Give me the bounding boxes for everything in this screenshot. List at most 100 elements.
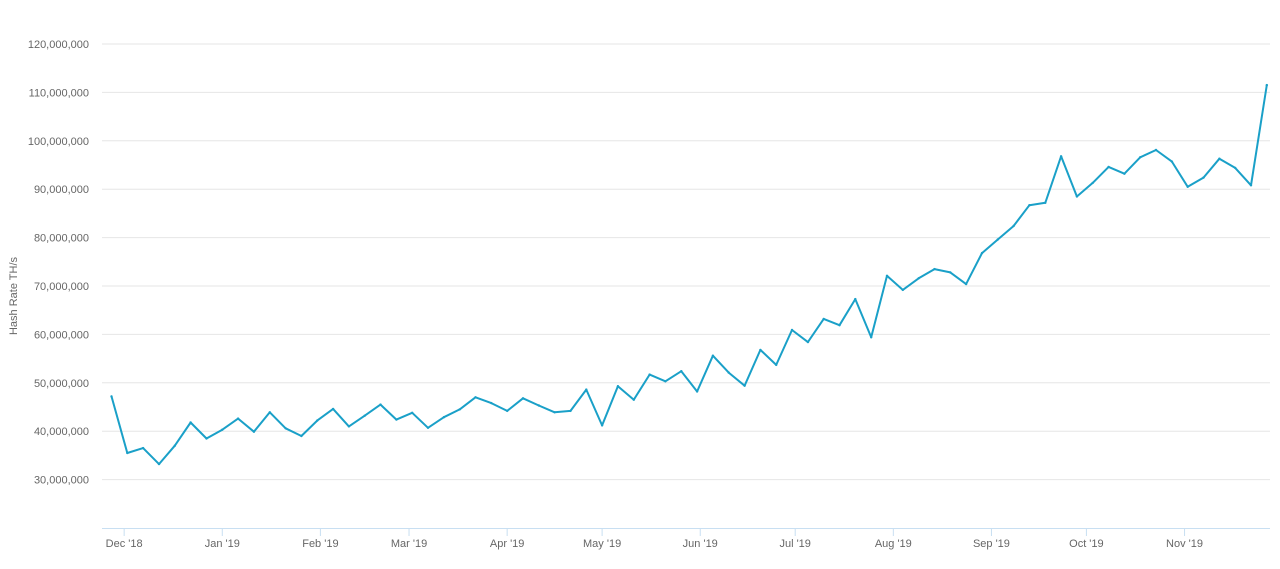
- data-point[interactable]: [1091, 181, 1094, 185]
- x-tick-label: Jan '19: [205, 538, 240, 550]
- data-point[interactable]: [300, 434, 303, 438]
- data-point[interactable]: [506, 409, 509, 413]
- x-tick-label: May '19: [583, 538, 621, 550]
- data-point[interactable]: [411, 411, 414, 414]
- data-point[interactable]: [822, 317, 825, 321]
- data-point[interactable]: [157, 462, 161, 466]
- data-point[interactable]: [363, 414, 366, 417]
- data-point[interactable]: [980, 251, 984, 255]
- data-point[interactable]: [347, 425, 351, 428]
- data-point[interactable]: [1123, 172, 1126, 175]
- data-point[interactable]: [1044, 201, 1047, 204]
- data-point[interactable]: [695, 390, 699, 393]
- data-point[interactable]: [790, 328, 794, 332]
- data-point[interactable]: [126, 451, 129, 455]
- grid-lines: [102, 43, 1270, 481]
- x-tick-label: Oct '19: [1069, 538, 1104, 550]
- data-point[interactable]: [379, 403, 382, 406]
- y-tick-label: 50,000,000: [34, 378, 89, 390]
- x-tick-label: Nov '19: [1166, 538, 1203, 550]
- x-tick-label: Feb '19: [302, 538, 338, 550]
- data-point[interactable]: [426, 426, 430, 429]
- data-point[interactable]: [458, 408, 461, 411]
- data-point[interactable]: [395, 418, 398, 421]
- series-line: [110, 84, 1268, 466]
- data-point[interactable]: [1028, 204, 1031, 207]
- data-point[interactable]: [838, 324, 841, 327]
- x-tick-label: Jul '19: [779, 538, 810, 550]
- data-point[interactable]: [775, 363, 778, 367]
- data-point[interactable]: [1059, 155, 1063, 158]
- y-tick-label: 80,000,000: [34, 233, 89, 245]
- data-point[interactable]: [600, 424, 604, 427]
- x-tick-label: Dec '18: [106, 538, 143, 550]
- data-point[interactable]: [173, 444, 176, 447]
- data-point[interactable]: [221, 428, 224, 431]
- data-point[interactable]: [537, 404, 540, 407]
- data-point[interactable]: [521, 397, 525, 400]
- x-tick-label: Apr '19: [490, 538, 525, 550]
- data-point[interactable]: [759, 348, 762, 352]
- data-point[interactable]: [917, 277, 920, 280]
- data-point[interactable]: [1249, 184, 1253, 187]
- x-axis-ticks: Dec '18 Jan '19 Feb '19 Mar '19 Apr '19 May '…: [106, 528, 1203, 550]
- data-point[interactable]: [1012, 224, 1015, 228]
- data-point[interactable]: [648, 373, 651, 376]
- data-point[interactable]: [1265, 83, 1269, 87]
- data-point[interactable]: [316, 419, 319, 422]
- data-point[interactable]: [1107, 165, 1110, 169]
- data-point[interactable]: [236, 417, 240, 420]
- data-point[interactable]: [1075, 195, 1079, 198]
- data-point[interactable]: [885, 274, 889, 277]
- data-point[interactable]: [189, 421, 192, 424]
- data-point[interactable]: [1154, 148, 1158, 152]
- series-layer: [110, 83, 1269, 466]
- y-tick-label: 70,000,000: [34, 281, 89, 293]
- data-point[interactable]: [585, 388, 588, 391]
- data-point[interactable]: [205, 437, 208, 440]
- x-tick-label: Sep '19: [973, 538, 1010, 550]
- data-point[interactable]: [1170, 160, 1174, 163]
- data-point[interactable]: [1218, 157, 1221, 160]
- y-axis-title: Hash Rate TH/s: [8, 256, 20, 335]
- data-point[interactable]: [664, 380, 667, 383]
- y-tick-label: 100,000,000: [28, 136, 89, 148]
- data-point[interactable]: [933, 267, 936, 271]
- data-point[interactable]: [442, 416, 446, 419]
- data-point[interactable]: [870, 336, 873, 339]
- data-point[interactable]: [490, 401, 493, 405]
- x-tick-label: Mar '19: [391, 538, 427, 550]
- y-tick-label: 90,000,000: [34, 184, 89, 196]
- y-tick-label: 40,000,000: [34, 426, 89, 438]
- data-point[interactable]: [569, 409, 572, 413]
- data-point[interactable]: [110, 395, 113, 398]
- data-point[interactable]: [1234, 166, 1237, 170]
- data-point[interactable]: [949, 271, 952, 274]
- data-point[interactable]: [743, 384, 746, 387]
- data-point[interactable]: [996, 238, 999, 241]
- data-point[interactable]: [553, 411, 556, 414]
- data-point[interactable]: [901, 288, 904, 292]
- data-point[interactable]: [1139, 156, 1142, 159]
- data-point[interactable]: [806, 340, 810, 344]
- data-point[interactable]: [964, 282, 968, 286]
- data-point[interactable]: [268, 411, 271, 414]
- data-point[interactable]: [252, 430, 256, 433]
- data-point[interactable]: [632, 398, 635, 401]
- y-tick-label: 60,000,000: [34, 329, 89, 341]
- data-point[interactable]: [727, 371, 730, 374]
- data-point[interactable]: [616, 385, 620, 388]
- data-point[interactable]: [854, 297, 857, 301]
- y-tick-label: 120,000,000: [28, 39, 89, 51]
- y-axis-ticks: 30,000,000 40,000,000 50,000,000 60,000,000…: [28, 39, 89, 487]
- data-point[interactable]: [331, 407, 335, 411]
- data-point[interactable]: [141, 446, 145, 450]
- data-point[interactable]: [284, 427, 287, 430]
- data-point[interactable]: [711, 354, 715, 357]
- data-point[interactable]: [680, 370, 683, 373]
- data-point[interactable]: [1202, 176, 1205, 179]
- data-point[interactable]: [1186, 185, 1189, 188]
- data-point[interactable]: [474, 396, 477, 399]
